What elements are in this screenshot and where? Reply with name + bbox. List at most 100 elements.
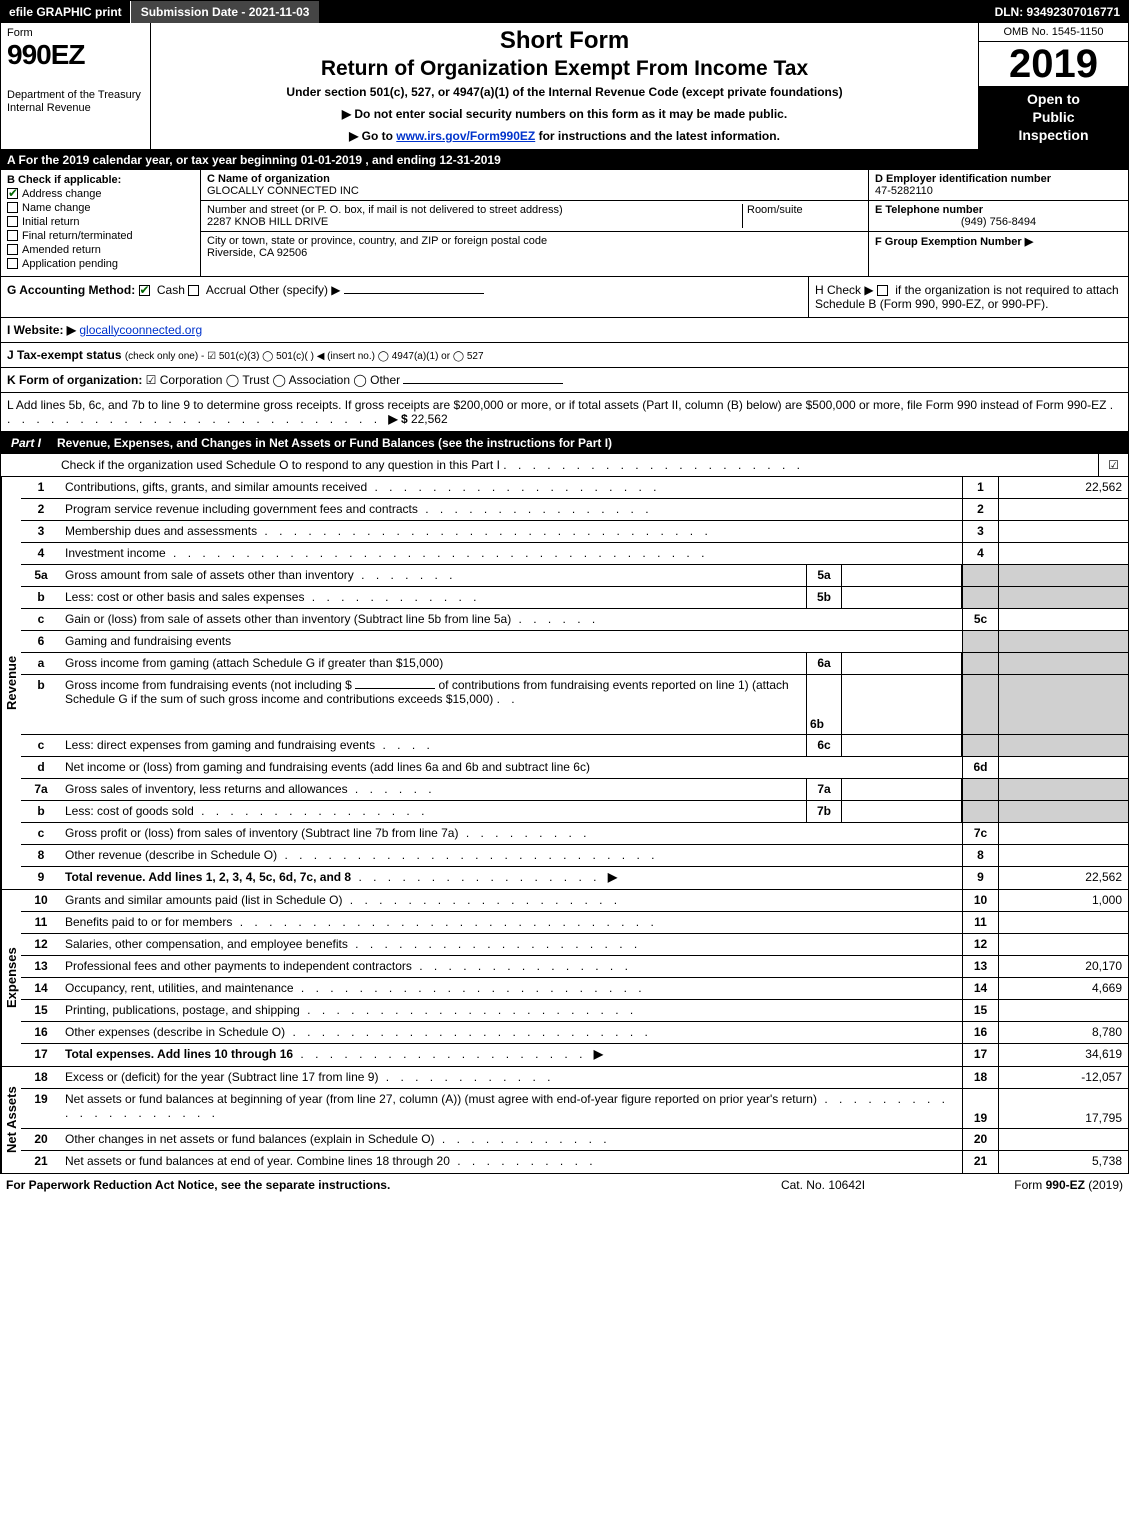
box-d-e-f: D Employer identification number 47-5282…: [868, 170, 1128, 276]
box-j-rest: (check only one) - ☑ 501(c)(3) ◯ 501(c)(…: [125, 351, 484, 362]
line-17-amt: 34,619: [998, 1044, 1128, 1066]
goto-prefix: ▶ Go to: [349, 129, 396, 143]
top-bar: efile GRAPHIC print Submission Date - 20…: [1, 1, 1128, 23]
revenue-section: Revenue 1 Contributions, gifts, grants, …: [1, 477, 1128, 890]
part1-check-row: Check if the organization used Schedule …: [1, 454, 1128, 477]
box-k-rest: ☑ Corporation ◯ Trust ◯ Association ◯ Ot…: [146, 373, 400, 387]
footer-left: For Paperwork Reduction Act Notice, see …: [6, 1178, 723, 1192]
line-6c: c Less: direct expenses from gaming and …: [21, 735, 1128, 757]
chk-amended-return[interactable]: Amended return: [7, 244, 194, 256]
addr1-label: Number and street (or P. O. box, if mail…: [207, 204, 742, 216]
line-l: L Add lines 5b, 6c, and 7b to line 9 to …: [1, 393, 1128, 432]
chk-address-change[interactable]: Address change: [7, 188, 194, 200]
period-bar: A For the 2019 calendar year, or tax yea…: [1, 150, 1128, 170]
chk-schedule-b[interactable]: [877, 285, 888, 296]
do-not-enter-line: ▶ Do not enter social security numbers o…: [157, 107, 972, 121]
net-assets-section: Net Assets 18 Excess or (deficit) for th…: [1, 1067, 1128, 1173]
group-exemption-row: F Group Exemption Number ▶: [869, 232, 1128, 251]
chk-name-change[interactable]: Name change: [7, 202, 194, 214]
line-18: 18 Excess or (deficit) for the year (Sub…: [21, 1067, 1128, 1089]
line-13-amt: 20,170: [998, 956, 1128, 977]
line-7c: c Gross profit or (loss) from sales of i…: [21, 823, 1128, 845]
line-19-amt: 17,795: [998, 1089, 1128, 1128]
omb-number: OMB No. 1545-1150: [979, 23, 1128, 42]
line-14: 14 Occupancy, rent, utilities, and maint…: [21, 978, 1128, 1000]
dept-treasury: Department of the Treasury Internal Reve…: [7, 89, 144, 115]
part1-check-mark[interactable]: ☑: [1098, 454, 1128, 476]
header-mid: Short Form Return of Organization Exempt…: [151, 23, 978, 149]
submission-date-label: Submission Date - 2021-11-03: [131, 1, 320, 23]
line-21: 21 Net assets or fund balances at end of…: [21, 1151, 1128, 1173]
line-21-amt: 5,738: [998, 1151, 1128, 1173]
efile-print-button[interactable]: efile GRAPHIC print: [1, 1, 131, 23]
part1-bar: Part I Revenue, Expenses, and Changes in…: [1, 432, 1128, 454]
addr2-value: Riverside, CA 92506: [207, 247, 862, 259]
line-5b: b Less: cost or other basis and sales ex…: [21, 587, 1128, 609]
line-4-amt: [998, 543, 1128, 564]
row-g-h: G Accounting Method: Cash Accrual Other …: [1, 277, 1128, 318]
line-l-amount: 22,562: [411, 412, 448, 426]
addr1-row: Number and street (or P. O. box, if mail…: [201, 201, 868, 232]
box-g-label: G Accounting Method:: [7, 283, 139, 297]
chk-initial-return[interactable]: Initial return: [7, 216, 194, 228]
chk-final-return[interactable]: Final return/terminated: [7, 230, 194, 242]
goto-link[interactable]: www.irs.gov/Form990EZ: [396, 129, 535, 143]
line-2-amt: [998, 499, 1128, 520]
line-7c-amt: [998, 823, 1128, 844]
expenses-side-label: Expenses: [1, 890, 21, 1066]
box-i-label: I Website: ▶: [7, 323, 76, 337]
under-section: Under section 501(c), 527, or 4947(a)(1)…: [157, 85, 972, 99]
line-12: 12 Salaries, other compensation, and emp…: [21, 934, 1128, 956]
box-d-label: D Employer identification number: [875, 173, 1122, 185]
chk-application-pending[interactable]: Application pending: [7, 258, 194, 270]
line-14-amt: 4,669: [998, 978, 1128, 999]
line-5a: 5a Gross amount from sale of assets othe…: [21, 565, 1128, 587]
form-label: Form: [7, 27, 144, 39]
line-8: 8 Other revenue (describe in Schedule O)…: [21, 845, 1128, 867]
chk-accrual[interactable]: [188, 285, 199, 296]
line-1: 1 Contributions, gifts, grants, and simi…: [21, 477, 1128, 499]
open-to-public-box: Open to Public Inspection: [979, 86, 1128, 149]
net-assets-body: 18 Excess or (deficit) for the year (Sub…: [21, 1067, 1128, 1173]
line-20: 20 Other changes in net assets or fund b…: [21, 1129, 1128, 1151]
box-k-label: K Form of organization:: [7, 373, 146, 387]
box-b-title: B Check if applicable:: [7, 174, 194, 186]
box-c-label: C Name of organization: [207, 173, 862, 185]
line-11-amt: [998, 912, 1128, 933]
expenses-body: 10 Grants and similar amounts paid (list…: [21, 890, 1128, 1066]
phone-value: (949) 756-8494: [875, 216, 1122, 228]
line-6d: d Net income or (loss) from gaming and f…: [21, 757, 1128, 779]
revenue-body: 1 Contributions, gifts, grants, and simi…: [21, 477, 1128, 889]
line-11: 11 Benefits paid to or for members . . .…: [21, 912, 1128, 934]
line-12-amt: [998, 934, 1128, 955]
dln-label: DLN: 93492307016771: [987, 1, 1128, 23]
box-b: B Check if applicable: Address change Na…: [1, 170, 201, 276]
box-g: G Accounting Method: Cash Accrual Other …: [1, 277, 808, 317]
box-h: H Check ▶ if the organization is not req…: [808, 277, 1128, 317]
line-19: 19 Net assets or fund balances at beginn…: [21, 1089, 1128, 1129]
expenses-section: Expenses 10 Grants and similar amounts p…: [1, 890, 1128, 1067]
org-name-row: C Name of organization GLOCALLY CONNECTE…: [201, 170, 868, 201]
part1-title: Revenue, Expenses, and Changes in Net As…: [51, 432, 1128, 454]
footer-mid: Cat. No. 10642I: [723, 1178, 923, 1192]
page-footer: For Paperwork Reduction Act Notice, see …: [0, 1174, 1129, 1196]
line-10: 10 Grants and similar amounts paid (list…: [21, 890, 1128, 912]
line-13: 13 Professional fees and other payments …: [21, 956, 1128, 978]
line-5c: c Gain or (loss) from sale of assets oth…: [21, 609, 1128, 631]
line-20-amt: [998, 1129, 1128, 1150]
line-l-arrow: ▶ $: [388, 412, 411, 426]
goto-line: ▶ Go to www.irs.gov/Form990EZ for instru…: [157, 129, 972, 143]
website-link[interactable]: glocallycoonnected.org: [79, 323, 202, 337]
addr2-label: City or town, state or province, country…: [207, 235, 862, 247]
line-5c-amt: [998, 609, 1128, 630]
line-6d-amt: [998, 757, 1128, 778]
tax-year: 2019: [979, 42, 1128, 86]
line-2: 2 Program service revenue including gove…: [21, 499, 1128, 521]
line-3: 3 Membership dues and assessments . . . …: [21, 521, 1128, 543]
org-name: GLOCALLY CONNECTED INC: [207, 185, 862, 197]
header-left: Form 990EZ Department of the Treasury In…: [1, 23, 151, 149]
chk-cash[interactable]: [139, 285, 150, 296]
box-j-label: J Tax-exempt status: [7, 348, 125, 362]
form-container: efile GRAPHIC print Submission Date - 20…: [0, 0, 1129, 1174]
room-suite-label: Room/suite: [742, 204, 862, 228]
